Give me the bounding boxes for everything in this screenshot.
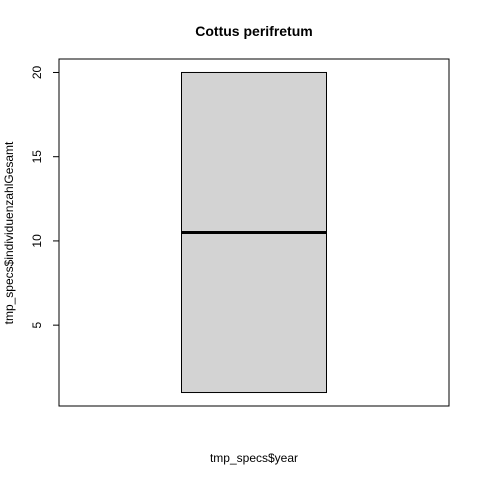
x-axis-label: tmp_specs$year: [210, 451, 298, 465]
y-tick-label: 15: [30, 150, 44, 164]
box-group: [181, 71, 327, 394]
chart-title: Cottus perifretum: [195, 23, 312, 39]
y-tick-label: 10: [30, 234, 44, 248]
y-axis-ticks: 5 10 15 20: [30, 65, 59, 328]
y-axis-label: tmp_specs$individuenzahlGesamt: [2, 141, 16, 324]
y-tick-label: 5: [30, 321, 44, 328]
y-tick-label: 20: [30, 65, 44, 79]
